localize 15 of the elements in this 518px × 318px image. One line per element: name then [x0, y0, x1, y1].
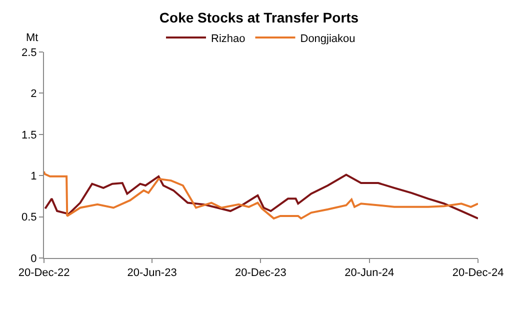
y-tick-label: 0	[30, 252, 37, 265]
x-tick-label: 20-Jun-23	[127, 267, 177, 280]
y-tick-label: 1	[30, 170, 37, 182]
y-axis-title: Mt	[26, 32, 38, 44]
x-tick-label: 20-Dec-24	[452, 267, 504, 280]
x-tick-label: 20-Dec-23	[235, 267, 286, 280]
y-tick-label: 2	[30, 88, 37, 100]
legend-label: Dongjiakou	[300, 32, 356, 45]
y-tick-label: 0.5	[22, 212, 37, 224]
x-tick-label: 20-Dec-22	[18, 267, 70, 280]
y-tick-label: 2.5	[22, 46, 37, 59]
chart-title: Coke Stocks at Transfer Ports	[159, 10, 359, 26]
x-tick-label: 20-Jun-24	[344, 267, 394, 280]
y-tick-label: 1.5	[22, 129, 37, 142]
legend-label: Rizhao	[211, 32, 246, 45]
